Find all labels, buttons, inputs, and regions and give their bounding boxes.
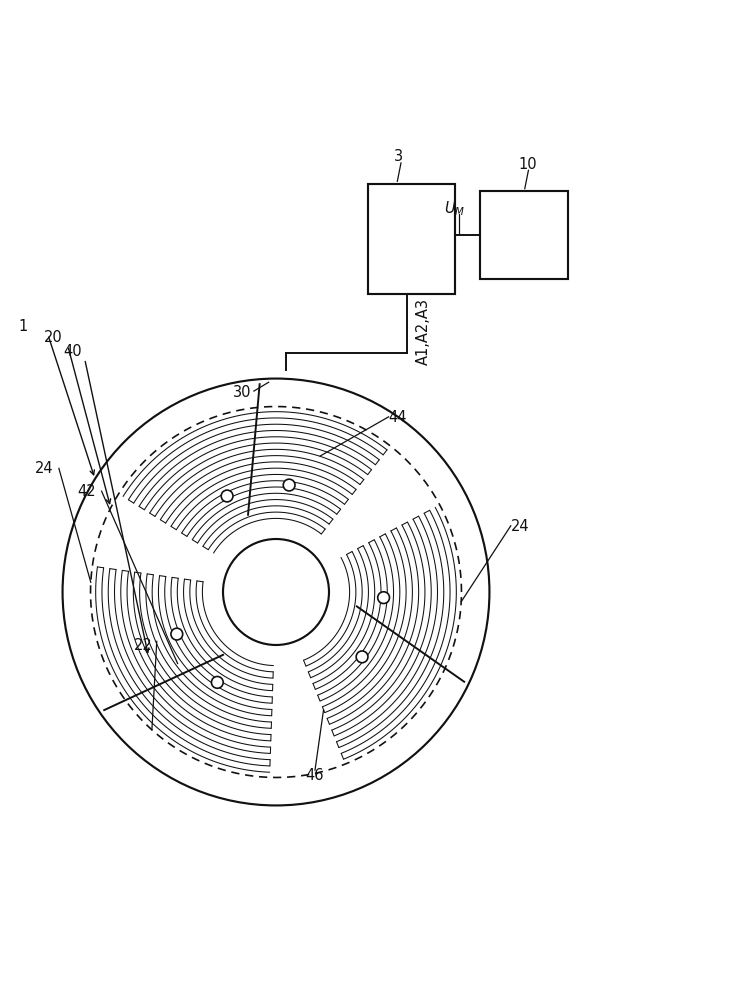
- Circle shape: [171, 628, 183, 640]
- Text: A1,A2,A3: A1,A2,A3: [416, 298, 431, 365]
- Text: 3: 3: [394, 149, 403, 164]
- Circle shape: [356, 651, 368, 663]
- Text: 40: 40: [63, 344, 82, 359]
- Text: 46: 46: [305, 768, 324, 783]
- Polygon shape: [83, 492, 219, 582]
- Circle shape: [223, 539, 329, 645]
- Circle shape: [283, 479, 295, 491]
- Circle shape: [222, 490, 233, 502]
- Circle shape: [65, 381, 487, 803]
- Bar: [368, 184, 455, 294]
- Circle shape: [211, 676, 223, 688]
- Text: 22: 22: [134, 638, 152, 653]
- Text: 20: 20: [44, 330, 63, 345]
- Text: 1: 1: [18, 319, 28, 334]
- Text: 42: 42: [77, 484, 96, 499]
- Text: 24: 24: [35, 461, 54, 476]
- Text: 30: 30: [233, 385, 251, 400]
- Text: 44: 44: [389, 410, 407, 425]
- Circle shape: [378, 592, 389, 604]
- Polygon shape: [272, 654, 346, 787]
- Bar: [480, 191, 568, 279]
- Polygon shape: [318, 440, 447, 560]
- Text: 10: 10: [518, 157, 537, 172]
- Text: 24: 24: [511, 519, 529, 534]
- Text: $U_M$: $U_M$: [444, 199, 465, 218]
